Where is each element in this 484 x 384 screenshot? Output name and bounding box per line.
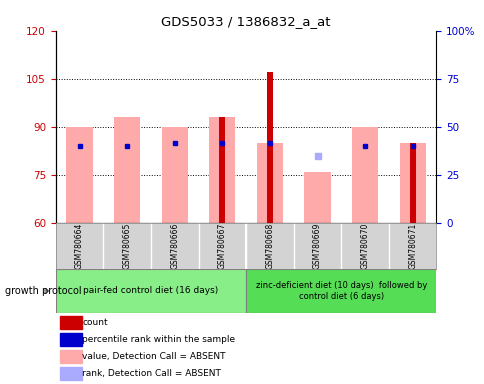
FancyBboxPatch shape — [56, 269, 245, 313]
Bar — [114, 117, 140, 223]
Bar — [267, 72, 272, 223]
Bar — [399, 143, 425, 223]
Text: zinc-deficient diet (10 days)  followed by
control diet (6 days): zinc-deficient diet (10 days) followed b… — [255, 281, 426, 301]
Bar — [60, 367, 82, 380]
Bar — [257, 143, 283, 223]
Bar — [219, 117, 225, 223]
Bar — [60, 333, 82, 346]
Title: GDS5033 / 1386832_a_at: GDS5033 / 1386832_a_at — [161, 15, 330, 28]
Text: GSM780668: GSM780668 — [265, 223, 274, 269]
Text: GSM780669: GSM780669 — [312, 223, 321, 269]
Text: GSM780665: GSM780665 — [122, 223, 131, 269]
Text: growth protocol: growth protocol — [5, 286, 81, 296]
Text: GSM780671: GSM780671 — [408, 223, 416, 269]
Text: GSM780664: GSM780664 — [75, 223, 84, 269]
Bar — [304, 172, 330, 223]
Text: percentile rank within the sample: percentile rank within the sample — [82, 335, 235, 344]
Bar — [60, 350, 82, 362]
Bar — [409, 143, 415, 223]
Text: rank, Detection Call = ABSENT: rank, Detection Call = ABSENT — [82, 369, 221, 378]
Bar — [161, 127, 187, 223]
Bar — [351, 127, 378, 223]
Text: pair-fed control diet (16 days): pair-fed control diet (16 days) — [83, 286, 218, 295]
Text: GSM780667: GSM780667 — [217, 223, 227, 269]
Text: GSM780666: GSM780666 — [170, 223, 179, 269]
Text: value, Detection Call = ABSENT: value, Detection Call = ABSENT — [82, 352, 226, 361]
Bar — [66, 127, 92, 223]
Bar — [209, 117, 235, 223]
Text: GSM780670: GSM780670 — [360, 223, 369, 269]
Bar — [60, 316, 82, 329]
Text: count: count — [82, 318, 108, 327]
FancyBboxPatch shape — [245, 269, 436, 313]
